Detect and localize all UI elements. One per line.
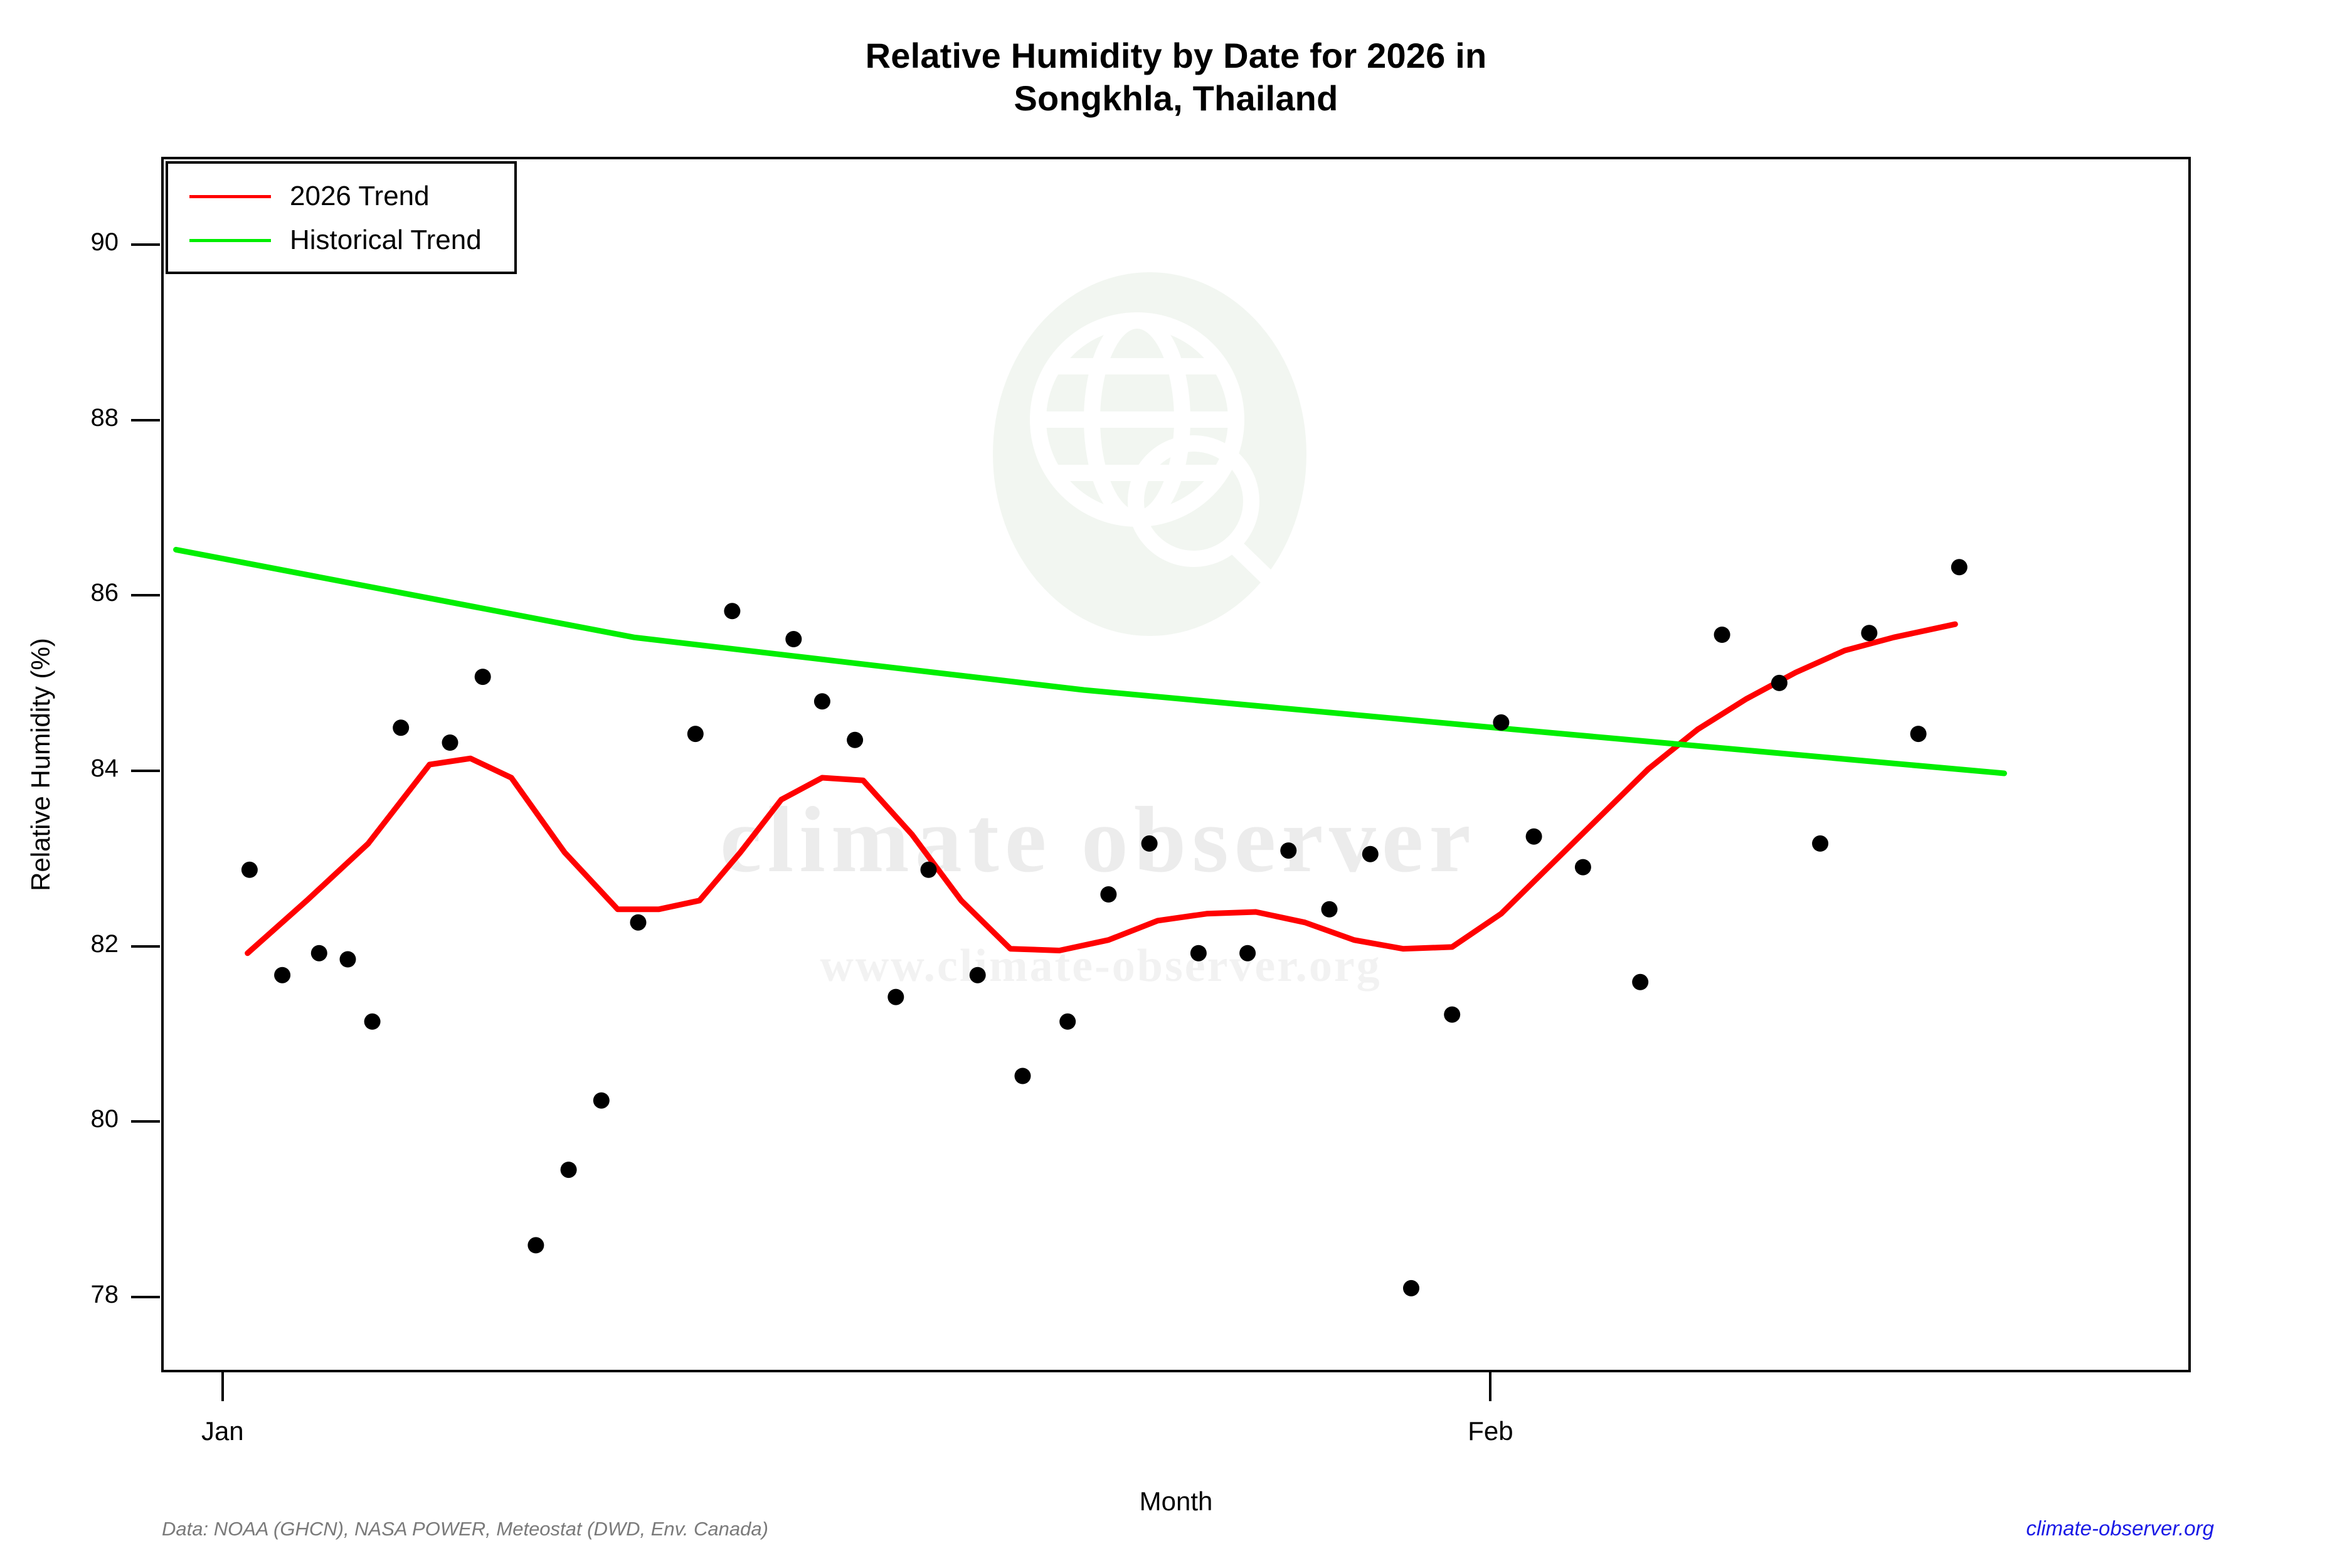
y-axis-label: Relative Humidity (%) <box>26 638 55 891</box>
title-line-1: Relative Humidity by Date for 2026 in <box>865 36 1487 75</box>
watermark: climate observer www.climate-observer.or… <box>720 272 1476 992</box>
legend-label-0: 2026 Trend <box>290 181 430 211</box>
data-point <box>1141 835 1158 852</box>
y-tick-mark <box>131 945 160 948</box>
data-point <box>1403 1279 1419 1296</box>
y-tick-label: 84 <box>90 754 119 782</box>
data-point <box>1190 945 1207 961</box>
data-point <box>1014 1067 1031 1084</box>
data-point <box>887 988 904 1005</box>
data-point <box>1632 973 1649 990</box>
data-point <box>920 861 937 878</box>
x-axis-label: Month <box>1139 1486 1213 1516</box>
legend-label-1: Historical Trend <box>290 225 482 255</box>
data-points-layer <box>241 559 1968 1296</box>
data-point <box>1362 845 1379 862</box>
data-point <box>1100 886 1117 903</box>
data-point <box>560 1162 577 1179</box>
trend-line-2026-trend <box>245 621 1958 956</box>
data-point <box>474 669 491 686</box>
plot-canvas: climate observer www.climate-observer.or… <box>173 272 2007 1296</box>
legend-swatch-historical-trend <box>189 238 271 242</box>
y-tick-label: 90 <box>90 228 119 256</box>
data-point <box>1239 945 1256 961</box>
y-tick-mark <box>131 418 160 421</box>
data-point <box>1812 835 1829 852</box>
chart-legend: 2026 Trend Historical Trend <box>166 161 517 274</box>
data-point <box>785 631 802 647</box>
data-point <box>630 914 647 931</box>
page-title: Relative Humidity by Date for 2026 in So… <box>0 34 2352 120</box>
data-point <box>847 731 864 748</box>
data-point <box>1714 627 1730 643</box>
data-source-note: Data: NOAA (GHCN), NASA POWER, Meteostat… <box>162 1518 768 1540</box>
data-point <box>687 726 704 743</box>
data-point <box>1493 714 1510 731</box>
data-point <box>1321 901 1338 918</box>
y-tick-mark <box>131 594 160 597</box>
data-point <box>274 967 291 983</box>
data-point <box>593 1092 610 1109</box>
y-tick-mark <box>131 1296 160 1299</box>
y-tick-label: 88 <box>90 403 119 432</box>
data-point <box>1861 625 1878 642</box>
y-tick-label: 78 <box>90 1281 119 1309</box>
legend-item-1: Historical Trend <box>168 221 482 259</box>
legend-swatch-2026-trend <box>189 194 271 198</box>
plot-area: climate observer www.climate-observer.or… <box>161 157 2191 1372</box>
data-point <box>1059 1013 1076 1030</box>
data-point <box>724 603 741 620</box>
legend-item-0: 2026 Trend <box>168 177 430 215</box>
data-point <box>813 693 830 710</box>
y-tick-label: 82 <box>90 930 119 958</box>
y-tick-label: 86 <box>90 579 119 607</box>
data-point <box>1444 1006 1461 1023</box>
site-link[interactable]: climate-observer.org <box>2026 1517 2214 1540</box>
trend-line-historical-trend <box>173 546 2007 776</box>
data-series-layer <box>173 546 2007 956</box>
data-point <box>527 1237 544 1254</box>
data-point <box>969 967 986 983</box>
x-tick-mark <box>1489 1372 1492 1401</box>
data-point <box>1771 674 1788 691</box>
y-tick-mark <box>131 243 160 246</box>
data-point <box>1910 726 1927 743</box>
data-point <box>1525 828 1542 845</box>
data-point <box>241 861 258 878</box>
title-line-2: Songkhla, Thailand <box>1014 78 1338 119</box>
y-tick-mark <box>131 769 160 772</box>
data-point <box>310 945 327 961</box>
data-point <box>339 951 356 968</box>
watermark-text: climate observer <box>720 788 1476 892</box>
y-tick-label: 80 <box>90 1105 119 1133</box>
x-tick-label: Feb <box>1468 1416 1513 1446</box>
data-point <box>1280 842 1297 859</box>
x-tick-label: Jan <box>201 1416 244 1446</box>
x-tick-mark <box>221 1372 224 1401</box>
data-point <box>364 1013 381 1030</box>
data-point <box>442 734 458 751</box>
data-point <box>1574 859 1591 876</box>
data-point <box>1951 559 1968 576</box>
data-point <box>393 719 410 736</box>
y-tick-mark <box>131 1120 160 1123</box>
watermark-subtext: www.climate-observer.org <box>820 940 1381 992</box>
